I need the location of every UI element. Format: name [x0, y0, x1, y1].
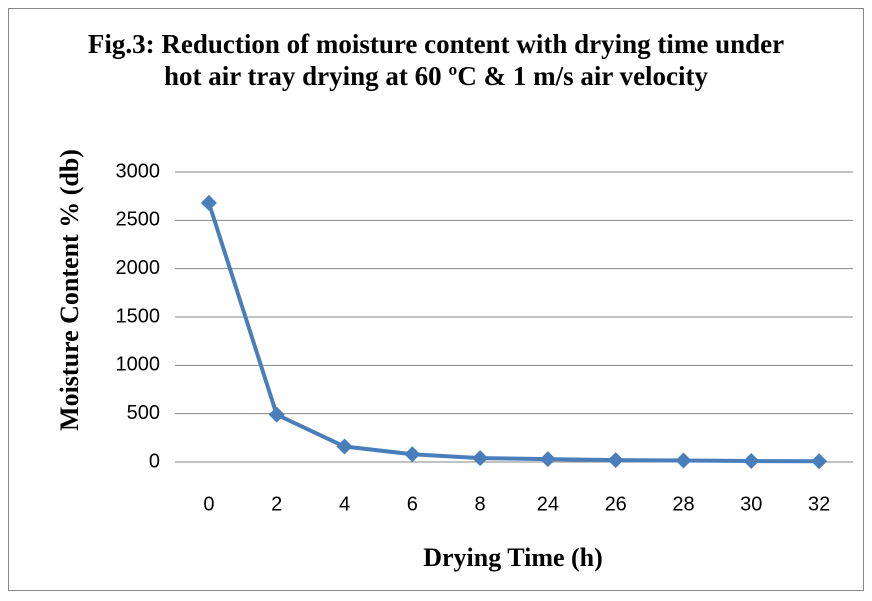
x-tick-label: 8 — [475, 493, 486, 515]
data-point — [743, 453, 760, 470]
y-tick-label: 0 — [149, 450, 160, 472]
data-point — [539, 451, 556, 468]
data-point — [607, 452, 624, 469]
data-point — [404, 446, 421, 463]
data-point — [811, 453, 828, 470]
chart-frame — [8, 8, 864, 591]
y-tick-label: 3000 — [116, 160, 161, 182]
x-tick-label: 26 — [605, 493, 627, 515]
x-tick-label: 0 — [203, 493, 214, 515]
x-tick-label: 24 — [537, 493, 559, 515]
y-tick-label: 1000 — [116, 354, 161, 376]
x-tick-label: 28 — [672, 493, 694, 515]
y-tick-label: 500 — [127, 402, 160, 424]
x-tick-label: 4 — [339, 493, 350, 515]
data-point — [675, 452, 692, 469]
y-tick-label: 1500 — [116, 305, 161, 327]
y-axis-title: Moisture Content % (db) — [55, 149, 84, 431]
y-tick-label: 2000 — [116, 257, 161, 279]
data-point — [268, 406, 285, 423]
x-tick-label: 30 — [740, 493, 762, 515]
x-tick-label: 6 — [407, 493, 418, 515]
data-point — [336, 438, 353, 455]
data-point — [472, 450, 489, 467]
x-tick-label: 32 — [808, 493, 830, 515]
x-tick-label: 2 — [271, 493, 282, 515]
data-point — [200, 194, 217, 211]
chart-title: Fig.3: Reduction of moisture content wit… — [87, 29, 785, 91]
y-tick-label: 2500 — [116, 209, 161, 231]
series-line — [206, 202, 820, 464]
x-axis-title: Drying Time (h) — [423, 543, 603, 572]
